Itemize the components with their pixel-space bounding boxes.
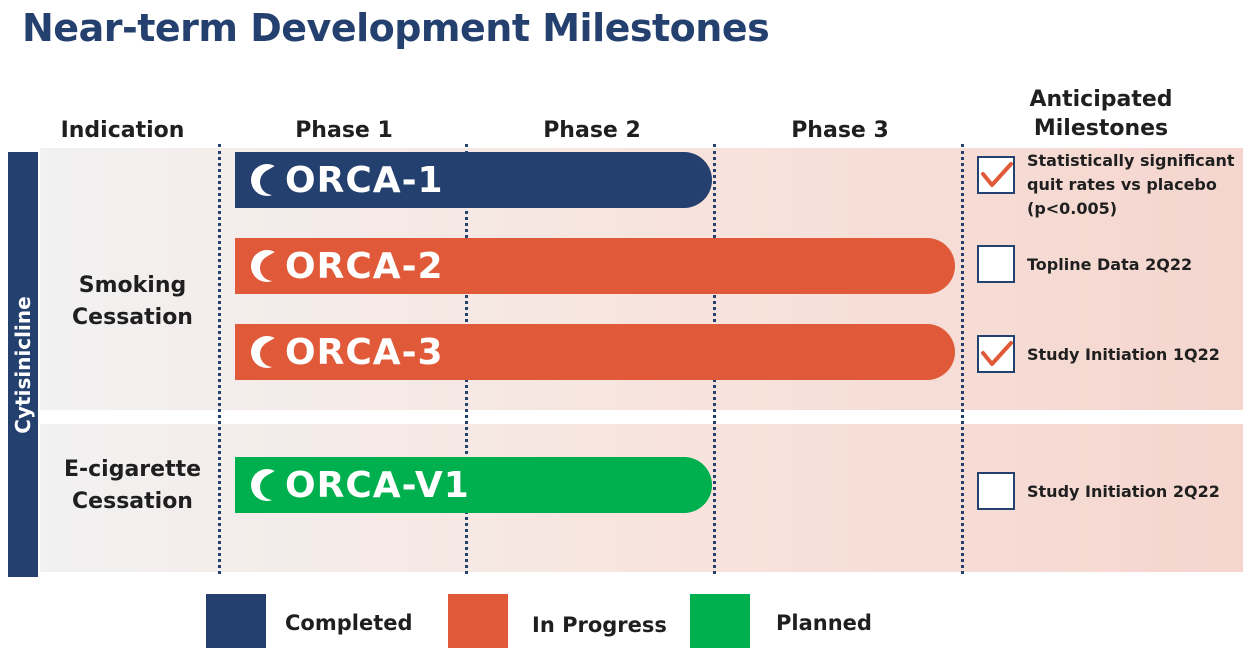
milestone-checkbox-orca-v1[interactable] <box>977 472 1015 510</box>
trial-bar-orca-1: ORCA-1 <box>235 152 712 208</box>
orca-leaf-logo-icon <box>251 469 291 505</box>
header-phase-1: Phase 1 <box>295 118 393 143</box>
phase-divider-1 <box>218 144 221 574</box>
orca-leaf-logo-icon <box>251 336 291 372</box>
milestone-checkbox-orca-2[interactable] <box>977 245 1015 283</box>
phase-divider-4 <box>961 144 964 574</box>
legend-label-planned: Planned <box>776 611 872 635</box>
indication-ecig-line1: E-cigarette <box>63 457 202 482</box>
orca-leaf-logo-icon <box>251 250 291 286</box>
header-phase-3: Phase 3 <box>791 118 889 143</box>
indication-smoking-line2: Cessation <box>72 305 193 330</box>
milestone-text-orca-1: Statistically significant quit rates vs … <box>1027 149 1247 221</box>
indication-ecig-line2: Cessation <box>72 489 193 514</box>
trial-label: ORCA-V1 <box>285 464 470 506</box>
trial-bar-orca-2: ORCA-2 <box>235 238 955 294</box>
trial-bar-orca-3: ORCA-3 <box>235 324 955 380</box>
drug-side-bar <box>8 152 38 577</box>
header-phase-2: Phase 2 <box>543 118 641 143</box>
trial-label: ORCA-2 <box>285 245 444 287</box>
header-milestones-line2: Milestones <box>1033 116 1169 141</box>
legend-swatch-in-progress <box>448 594 508 648</box>
drug-name: Cytisinicline <box>11 296 35 434</box>
header-milestones-line1: Anticipated <box>1029 87 1173 112</box>
milestone-line: (p<0.005) <box>1027 199 1118 218</box>
milestone-checkbox-orca-3[interactable] <box>977 335 1015 373</box>
milestone-checkbox-orca-1[interactable] <box>977 156 1015 194</box>
milestone-text-orca-3: Study Initiation 1Q22 <box>1027 345 1220 364</box>
header-indication: Indication <box>60 118 185 143</box>
page-title: Near-term Development Milestones <box>22 6 770 50</box>
trial-label: ORCA-1 <box>285 159 444 201</box>
indication-smoking-line1: Smoking <box>78 273 187 298</box>
trial-label: ORCA-3 <box>285 331 444 373</box>
check-mark-icon <box>981 162 1013 187</box>
milestone-line: Statistically significant <box>1027 151 1235 170</box>
legend-label-in-progress: In Progress <box>532 613 667 637</box>
milestone-text-orca-2: Topline Data 2Q22 <box>1027 255 1193 274</box>
legend-swatch-completed <box>206 594 266 648</box>
indication-ecig: E-cigarette Cessation <box>40 454 225 518</box>
legend-swatch-planned <box>690 594 750 648</box>
header-anticipated-milestones: Anticipated Milestones <box>980 85 1222 143</box>
indication-smoking: Smoking Cessation <box>40 270 225 334</box>
milestone-line: quit rates vs placebo <box>1027 175 1217 194</box>
legend-label-completed: Completed <box>285 611 413 635</box>
milestone-text-orca-v1: Study Initiation 2Q22 <box>1027 482 1220 501</box>
check-mark-icon <box>981 341 1013 366</box>
trial-bar-orca-v1: ORCA-V1 <box>235 457 712 513</box>
orca-leaf-logo-icon <box>251 164 291 200</box>
